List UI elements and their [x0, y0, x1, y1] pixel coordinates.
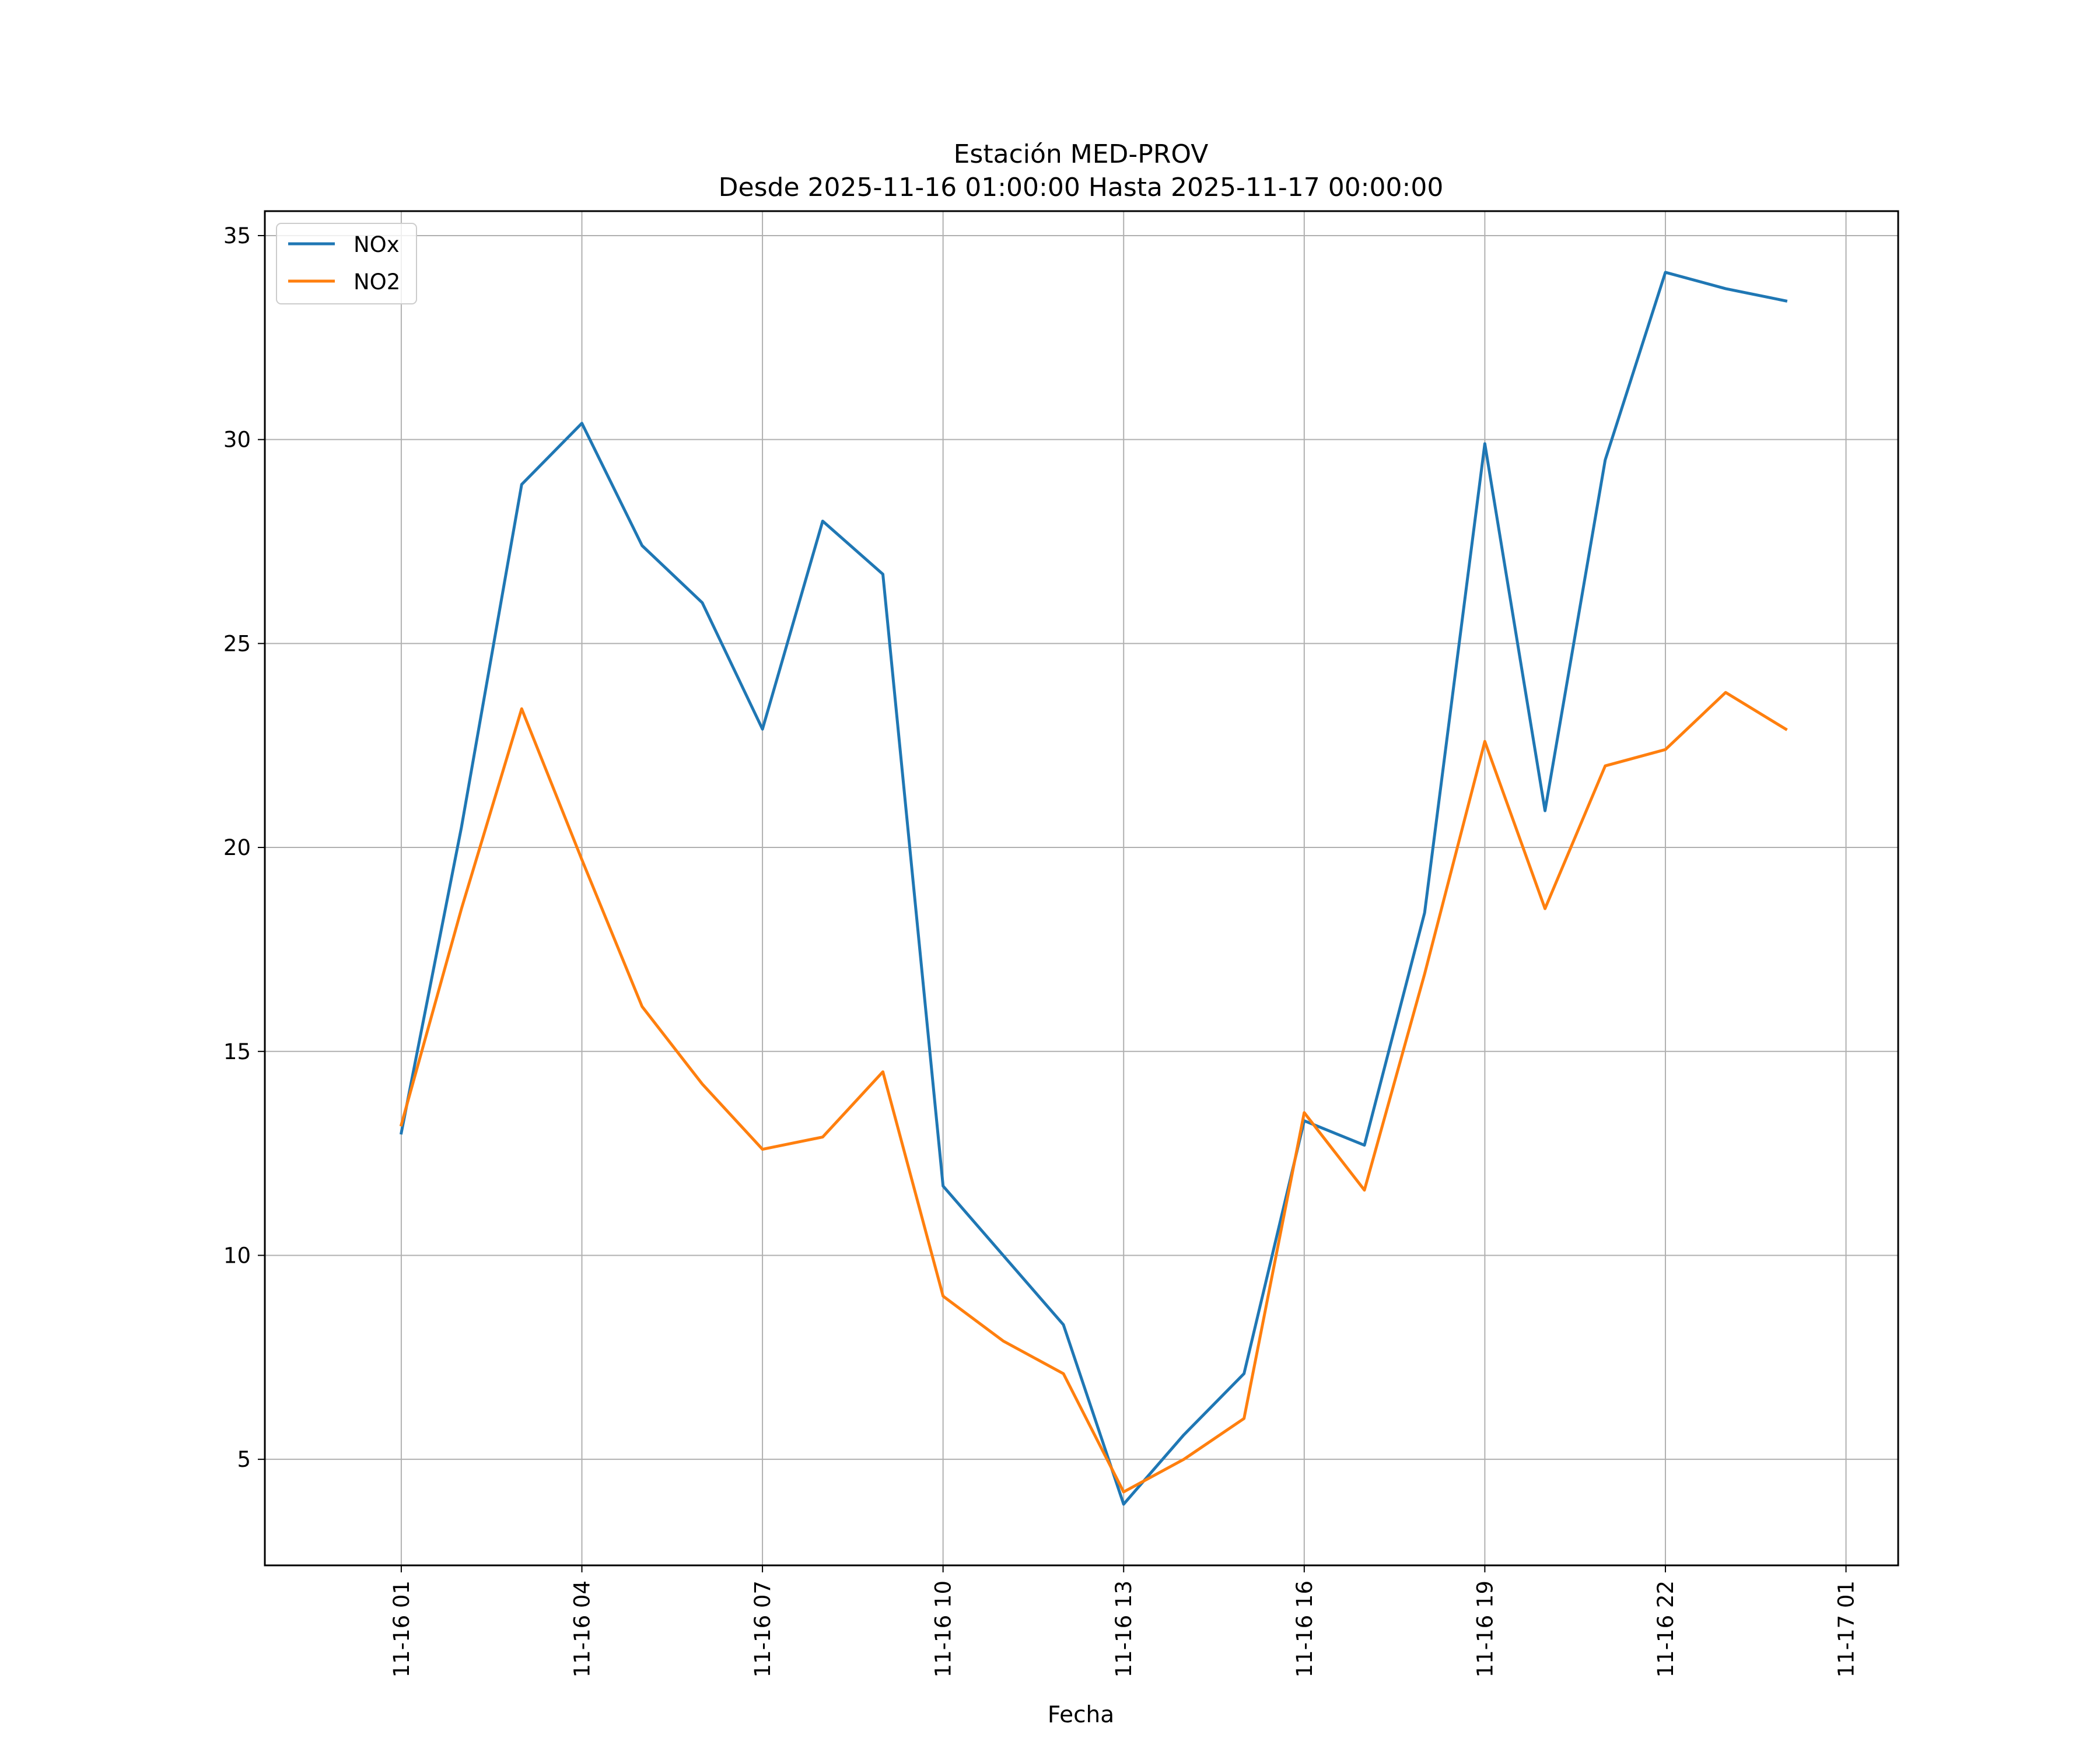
y-tick-label: 10: [223, 1243, 251, 1268]
y-tick-label: 5: [237, 1447, 251, 1472]
y-tick-label: 35: [223, 223, 251, 248]
y-tick-label: 15: [223, 1039, 251, 1064]
chart-title: Estación MED-PROV: [954, 139, 1209, 169]
axis-ticks: 5 10 15 20 25 30 35 11-16 01 11-16 04 11-16 07 11-…: [223, 223, 1859, 1677]
chart-subtitle: Desde 2025-11-16 01:00:00 Hasta 2025-11-…: [719, 173, 1444, 202]
legend-label: NO2: [354, 269, 400, 295]
y-tick-label: 25: [223, 631, 251, 656]
x-tick-label: 11-16 04: [569, 1581, 594, 1677]
x-tick-label: 11-16 07: [750, 1581, 775, 1677]
x-tick-label: 11-16 16: [1292, 1581, 1317, 1677]
legend: NOx NO2: [276, 223, 417, 304]
x-tick-label: 11-16 13: [1111, 1581, 1136, 1677]
series-line-nox: [399, 271, 1788, 1506]
x-tick-label: 11-16 01: [389, 1581, 414, 1677]
x-tick-label: 11-16 19: [1472, 1581, 1497, 1677]
x-tick-label: 11-16 22: [1653, 1581, 1678, 1677]
y-tick-label: 20: [223, 835, 251, 860]
x-tick-label: 11-17 01: [1834, 1581, 1859, 1677]
plot-area-frame: [264, 210, 1899, 1567]
x-axis-label: Fecha: [1048, 1702, 1114, 1728]
legend-label: NOx: [354, 232, 400, 257]
series-line-no2: [399, 691, 1788, 1494]
series-lines: [399, 271, 1788, 1506]
grid-lines: [265, 211, 1898, 1565]
x-tick-label: 11-16 10: [931, 1581, 956, 1677]
y-tick-label: 30: [223, 428, 251, 453]
